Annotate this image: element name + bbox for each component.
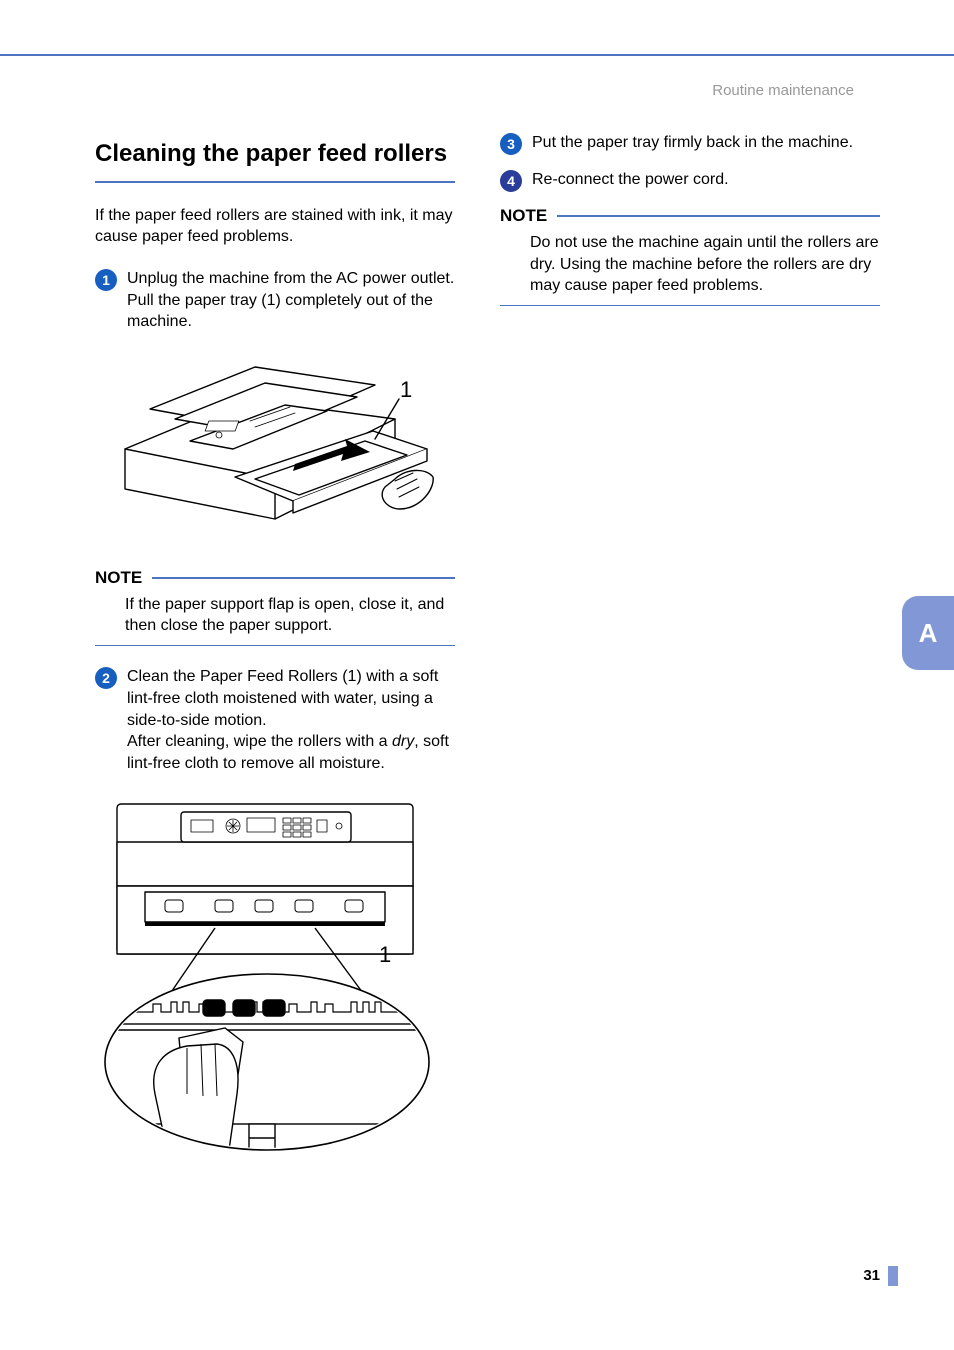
title-rule [95,181,455,183]
top-rule [0,54,954,56]
running-header: Routine maintenance [712,82,854,99]
page-number: 31 [863,1267,880,1284]
note-2-label: NOTE [500,206,547,226]
fig2-callout: 1 [379,942,391,967]
step-4: 4 Re-connect the power cord. [500,169,880,192]
note-2-endrule [500,305,880,307]
step-4-text: Re-connect the power cord. [532,169,729,191]
step-1: 1 Unplug the machine from the AC power o… [95,268,455,333]
page-number-bar [888,1266,898,1286]
step-badge-3: 3 [500,133,522,155]
section-tab: A [902,596,954,670]
step-3: 3 Put the paper tray firmly back in the … [500,132,880,155]
step-badge-1: 1 [95,269,117,291]
note-1-label: NOTE [95,568,142,588]
figure-tray-removal: 1 [95,349,435,544]
step-2-line2a: After cleaning, wipe the rollers with a [127,733,392,750]
manual-page: Routine maintenance Cleaning the paper f… [0,0,954,1350]
note-1-endrule [95,645,455,647]
fig1-callout: 1 [400,377,412,402]
note-1-header: NOTE [95,568,455,588]
step-3-text: Put the paper tray firmly back in the ma… [532,132,853,154]
section-title: Cleaning the paper feed rollers [95,140,455,169]
step-badge-2: 2 [95,667,117,689]
step-1-text: Unplug the machine from the AC power out… [127,268,455,333]
note-rule [152,577,455,579]
step-2: 2 Clean the Paper Feed Rollers (1) with … [95,666,455,774]
note-1-body: If the paper support flap is open, close… [95,594,455,637]
note-2-body: Do not use the machine again until the r… [500,232,880,297]
intro-paragraph: If the paper feed rollers are stained wi… [95,205,455,248]
right-column: 3 Put the paper tray firmly back in the … [500,132,880,326]
step-2-em: dry [392,733,414,750]
note-rule [557,215,880,217]
step-badge-4: 4 [500,170,522,192]
step-2-text: Clean the Paper Feed Rollers (1) with a … [127,666,455,774]
figure-clean-rollers: 1 [95,794,435,1159]
step-2-line1: Clean the Paper Feed Rollers (1) with a … [127,668,438,728]
left-column: Cleaning the paper feed rollers If the p… [95,140,455,1183]
note-2-header: NOTE [500,206,880,226]
